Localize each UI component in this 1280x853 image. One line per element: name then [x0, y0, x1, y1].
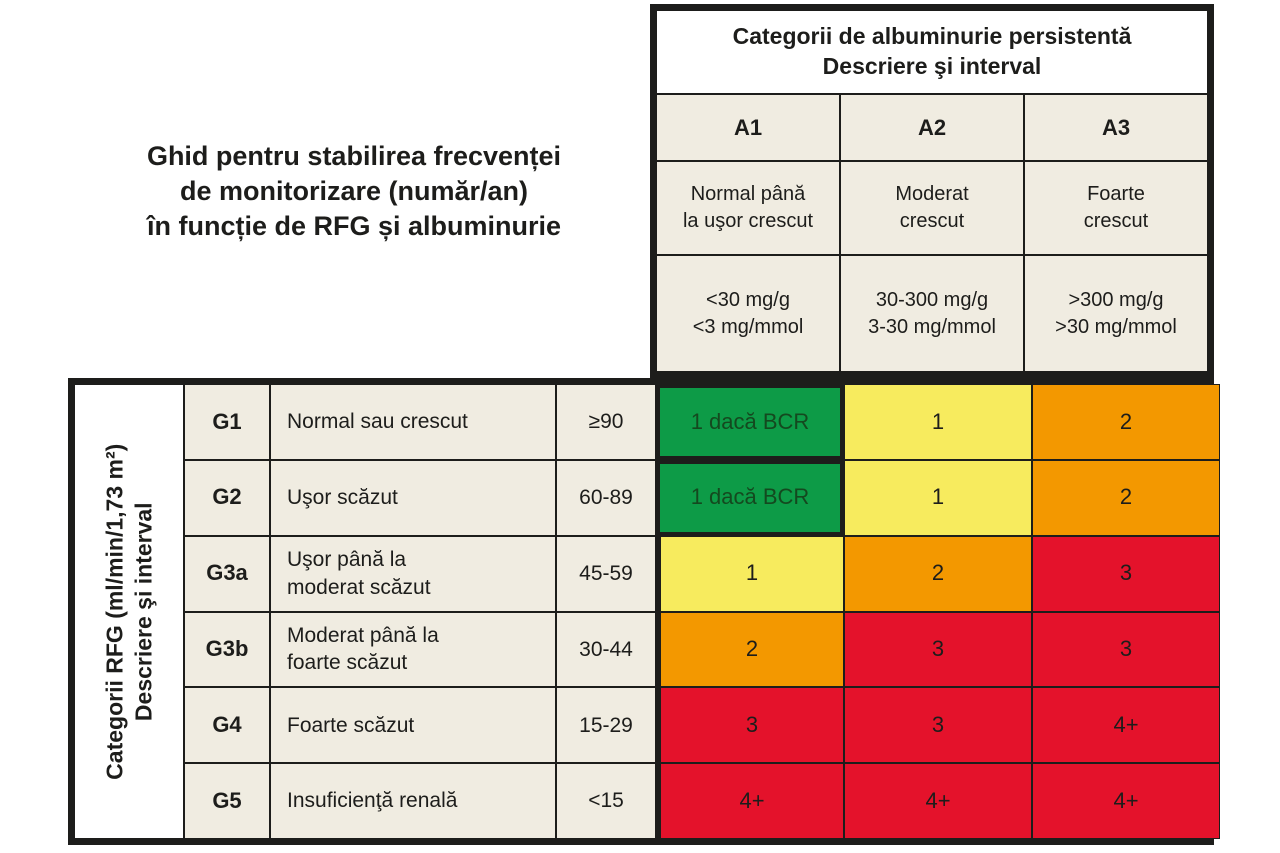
rfg-row-description-g3b: Moderat până la foarte scăzut — [270, 611, 556, 688]
albuminuria-header-table: Categorii de albuminurie persistentă Des… — [650, 4, 1214, 378]
albuminuria-col-code-a3: A3 — [1024, 94, 1208, 161]
albuminuria-col-description-a3: Foarte crescut — [1024, 161, 1208, 255]
rfg-row-description-g1: Normal sau crescut — [270, 384, 556, 460]
albuminuria-col-range-a3: >300 mg/g >30 mg/mmol — [1024, 255, 1208, 372]
matrix-cell-g3a-a3: 3 — [1032, 535, 1220, 612]
rfg-row-range-g3b: 30-44 — [556, 611, 656, 688]
matrix-cell-g3b-a1: 2 — [656, 611, 844, 688]
matrix-cell-g4-a1: 3 — [656, 687, 844, 764]
matrix-cell-g3b-a3: 3 — [1032, 611, 1220, 688]
rfg-row-code-g3a: G3a — [184, 535, 270, 612]
matrix-cell-g5-a2: 4+ — [844, 763, 1032, 839]
page-title: Ghid pentru stabilirea frecvenței de mon… — [146, 141, 562, 242]
rfg-row-description-g4: Foarte scăzut — [270, 687, 556, 764]
matrix-cell-g4-a2: 3 — [844, 687, 1032, 764]
matrix-cell-g2-a3: 2 — [1032, 459, 1220, 536]
matrix-cell-g3a-a2: 2 — [844, 535, 1032, 612]
matrix-cell-g1-a1: 1 dacă BCR — [656, 384, 844, 460]
rfg-axis-label-cell: Categorii RFG (ml/min/1,73 m²) Descriere… — [74, 384, 184, 839]
matrix-cell-g3a-a1: 1 — [656, 535, 844, 612]
rfg-row-range-g1: ≥90 — [556, 384, 656, 460]
albuminuria-table-title: Categorii de albuminurie persistentă Des… — [656, 10, 1208, 94]
rfg-row-code-g2: G2 — [184, 459, 270, 536]
rfg-row-description-g5: Insuficienţă renală — [270, 763, 556, 839]
rfg-row-range-g5: <15 — [556, 763, 656, 839]
rfg-row-range-g3a: 45-59 — [556, 535, 656, 612]
rfg-row-description-g3a: Uşor până la moderat scăzut — [270, 535, 556, 612]
matrix-cell-g2-a1: 1 dacă BCR — [656, 459, 844, 536]
rfg-row-code-g4: G4 — [184, 687, 270, 764]
albuminuria-col-range-a1: <30 mg/g <3 mg/mmol — [656, 255, 840, 372]
matrix-cell-g5-a1: 4+ — [656, 763, 844, 839]
albuminuria-col-range-a2: 30-300 mg/g 3-30 mg/mmol — [840, 255, 1024, 372]
rfg-row-description-g2: Uşor scăzut — [270, 459, 556, 536]
rfg-row-range-g2: 60-89 — [556, 459, 656, 536]
albuminuria-col-code-a2: A2 — [840, 94, 1024, 161]
albuminuria-col-description-a2: Moderat crescut — [840, 161, 1024, 255]
monitoring-frequency-matrix: Categorii RFG (ml/min/1,73 m²) Descriere… — [68, 378, 1220, 845]
rfg-row-code-g5: G5 — [184, 763, 270, 839]
matrix-cell-g2-a2: 1 — [844, 459, 1032, 536]
rfg-row-range-g4: 15-29 — [556, 687, 656, 764]
rfg-axis-label: Categorii RFG (ml/min/1,73 m²) Descriere… — [101, 443, 156, 780]
albuminuria-col-code-a1: A1 — [656, 94, 840, 161]
matrix-cell-g1-a3: 2 — [1032, 384, 1220, 460]
matrix-cell-g4-a3: 4+ — [1032, 687, 1220, 764]
matrix-cell-g3b-a2: 3 — [844, 611, 1032, 688]
matrix-cell-g5-a3: 4+ — [1032, 763, 1220, 839]
albuminuria-col-description-a1: Normal până la uşor crescut — [656, 161, 840, 255]
matrix-cell-g1-a2: 1 — [844, 384, 1032, 460]
rfg-row-code-g3b: G3b — [184, 611, 270, 688]
rfg-row-code-g1: G1 — [184, 384, 270, 460]
